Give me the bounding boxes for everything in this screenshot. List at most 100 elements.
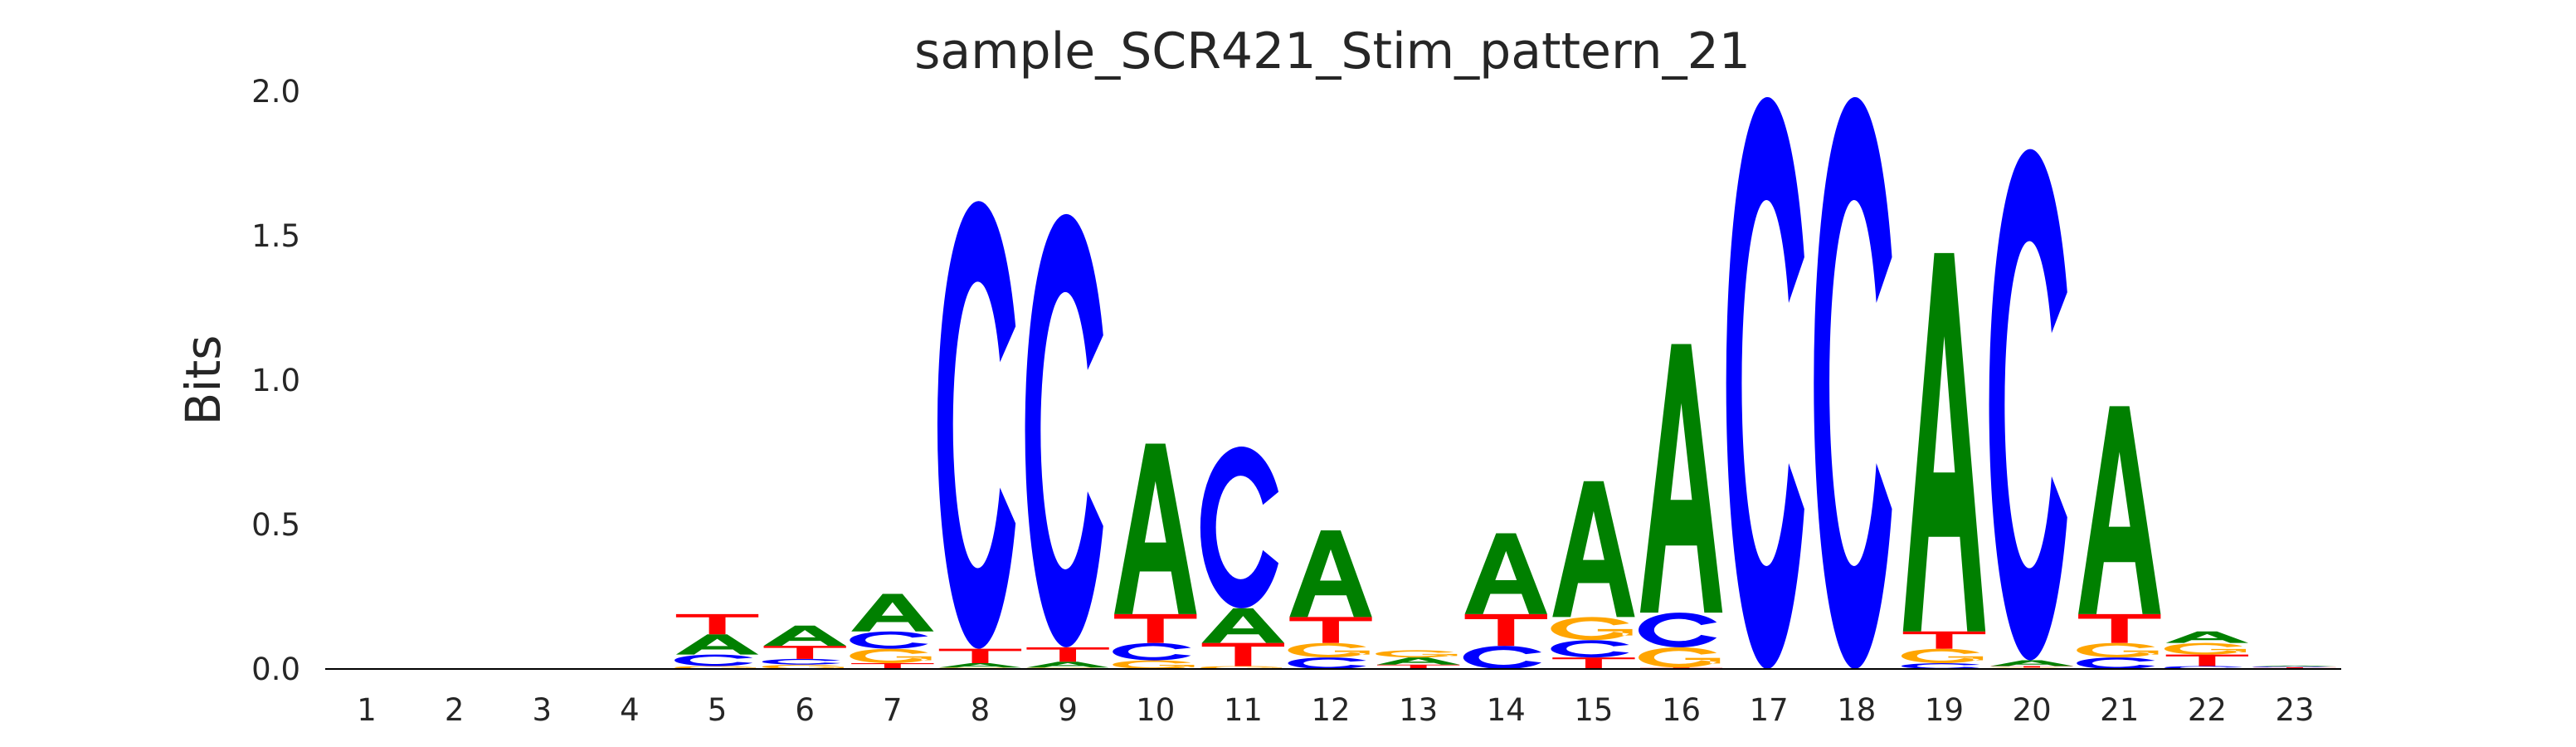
x-tick-label: 19 xyxy=(1925,692,1964,728)
logo-letter-G xyxy=(1551,617,1633,641)
x-tick-label: 3 xyxy=(532,692,552,728)
logo-letter-C xyxy=(762,658,840,665)
logo-letter-G xyxy=(1376,650,1458,658)
x-tick-label: 16 xyxy=(1662,692,1701,728)
logo-letter-G xyxy=(762,664,844,669)
logo-letter-T xyxy=(1902,631,1986,649)
logo-letter-C xyxy=(1639,613,1717,647)
x-tick-label: 20 xyxy=(2013,692,2052,728)
logo-letter-A xyxy=(1639,344,1723,613)
logo-stack-position-17 xyxy=(1726,96,1804,669)
logo-letter-T xyxy=(2078,613,2161,643)
y-tick-label: 2.0 xyxy=(251,74,300,110)
logo-letter-G xyxy=(850,648,932,664)
logo-letter-T xyxy=(1990,666,2073,668)
logo-stack-position-13 xyxy=(1376,650,1460,669)
logo-letter-C xyxy=(1901,663,1980,669)
logo-letter-G xyxy=(1639,647,1721,668)
logo-letter-T xyxy=(1201,642,1285,666)
logo-letter-C xyxy=(2252,666,2330,667)
y-tick-label: 0.0 xyxy=(251,652,300,687)
x-tick-label: 7 xyxy=(883,692,903,728)
logo-letter-T xyxy=(1026,647,1109,662)
logo-letter-G xyxy=(1901,648,1984,664)
logo-letter-A xyxy=(2078,406,2161,614)
x-tick-label: 14 xyxy=(1487,692,1526,728)
logo-stack-position-7 xyxy=(850,593,934,669)
logo-stack-position-19 xyxy=(1901,252,1986,669)
logo-letter-G xyxy=(1288,642,1370,658)
logo-stack-position-14 xyxy=(1463,533,1547,669)
x-tick-label: 10 xyxy=(1136,692,1175,728)
logo-letter-G xyxy=(2164,642,2247,655)
logo-letter-T xyxy=(2253,666,2336,668)
logo-stack-position-15 xyxy=(1551,481,1635,669)
logo-stacks xyxy=(674,96,2336,669)
logo-letter-C xyxy=(1463,646,1541,669)
logo-letter-T xyxy=(1552,657,1635,669)
logo-letter-T xyxy=(1376,664,1460,669)
logo-letter-G xyxy=(1113,660,1195,669)
logo-stack-position-10 xyxy=(1113,443,1197,669)
logo-stack-position-6 xyxy=(762,625,846,669)
x-tick-label: 23 xyxy=(2275,692,2314,728)
logo-letter-A xyxy=(1114,443,1197,614)
logo-letter-C xyxy=(674,654,753,666)
logo-letter-A xyxy=(1990,660,2073,666)
x-tick-label: 8 xyxy=(971,692,991,728)
logo-letter-T xyxy=(938,648,1022,664)
logo-letter-T xyxy=(851,663,934,669)
y-tick-label: 0.5 xyxy=(251,507,300,543)
x-tick-label: 21 xyxy=(2100,692,2139,728)
logo-letter-A xyxy=(1026,662,1109,668)
logo-letter-C xyxy=(1288,657,1366,669)
chart-title: sample_SCR421_Stim_pattern_21 xyxy=(914,22,1751,81)
logo-letter-A xyxy=(1464,533,1547,614)
x-axis-ticks: 1 2 3 4 5 6 7 8 9 10 11 12 13 14 15 16 17 18 19 20 21 22 23 xyxy=(357,692,2314,728)
logo-letter-T xyxy=(2165,654,2249,666)
logo-letter-A xyxy=(763,625,846,647)
logo-stack-position-11 xyxy=(1200,447,1285,669)
y-tick-label: 1.5 xyxy=(251,218,300,254)
x-tick-label: 15 xyxy=(1574,692,1613,728)
logo-stack-position-9 xyxy=(1025,213,1109,669)
logo-letter-T xyxy=(1464,613,1547,647)
logo-letter-C xyxy=(937,201,1016,649)
logo-letter-A xyxy=(1201,608,1285,643)
logo-stack-position-20 xyxy=(1989,149,2073,669)
logo-letter-A xyxy=(938,663,1022,668)
logo-letter-T xyxy=(763,646,846,659)
x-tick-label: 13 xyxy=(1399,692,1438,728)
logo-letter-A xyxy=(2165,631,2249,643)
logo-stack-position-18 xyxy=(1814,96,1892,669)
logo-stack-position-5 xyxy=(674,613,759,669)
x-tick-label: 18 xyxy=(1837,692,1876,728)
logo-stack-position-22 xyxy=(2164,631,2249,669)
logo-letter-C xyxy=(1200,447,1279,608)
logo-stack-position-8 xyxy=(937,201,1022,669)
logo-letter-C xyxy=(850,631,928,649)
logo-letter-A xyxy=(675,634,759,655)
x-tick-label: 11 xyxy=(1224,692,1263,728)
logo-letter-C xyxy=(1113,642,1191,661)
y-axis-ticks: 0.0 0.5 1.0 1.5 2.0 xyxy=(251,74,300,687)
x-tick-label: 2 xyxy=(445,692,465,728)
logo-stack-position-16 xyxy=(1639,344,1723,669)
x-tick-label: 5 xyxy=(708,692,728,728)
logo-letter-C xyxy=(1551,640,1629,658)
y-axis-label: Bits xyxy=(175,335,231,426)
logo-letter-A xyxy=(1902,252,1986,632)
logo-letter-A xyxy=(1376,657,1460,665)
x-tick-label: 17 xyxy=(1750,692,1789,728)
logo-letter-C xyxy=(2077,657,2155,669)
logo-letter-A xyxy=(1289,530,1372,618)
x-tick-label: 22 xyxy=(2188,692,2227,728)
logo-letter-C xyxy=(1814,96,1892,669)
logo-letter-T xyxy=(1114,613,1197,643)
logo-letter-A xyxy=(851,593,934,632)
logo-stack-position-12 xyxy=(1288,530,1372,669)
logo-letter-A xyxy=(1552,481,1635,618)
y-tick-label: 1.0 xyxy=(251,363,300,398)
logo-letter-C xyxy=(1989,149,2067,661)
